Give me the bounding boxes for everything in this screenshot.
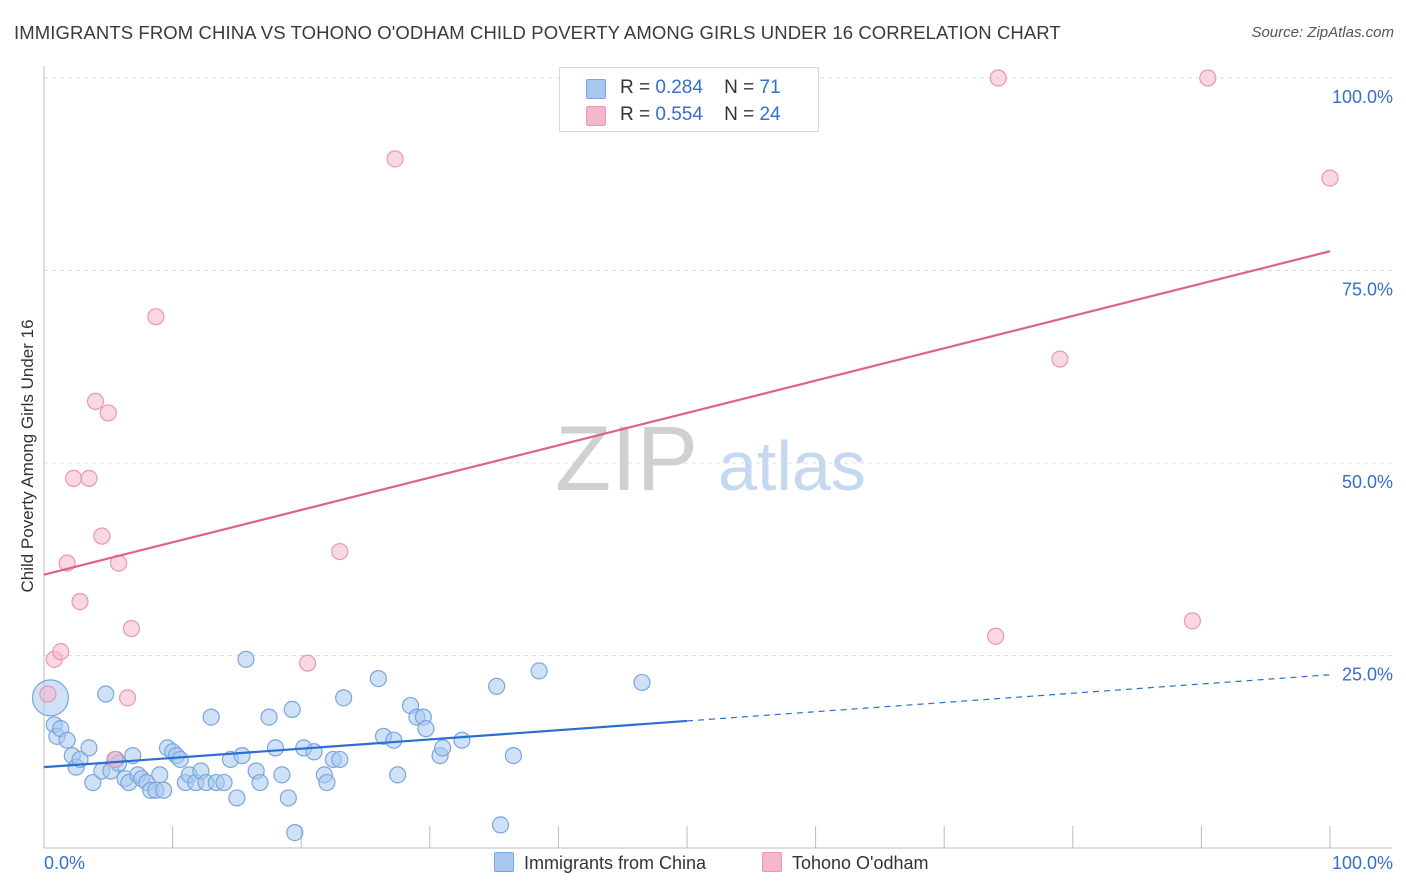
- bottom-legend-swatch-china: [494, 852, 514, 872]
- data-point-tohono: [989, 69, 1007, 87]
- data-point-tohono: [386, 150, 404, 168]
- data-point-china: [151, 766, 169, 784]
- legend-r-value: 0.554: [655, 104, 703, 125]
- data-point-tohono: [331, 542, 349, 561]
- data-point-china: [260, 708, 278, 726]
- watermark-zip: ZIP: [555, 408, 698, 510]
- data-point-tohono: [1321, 169, 1339, 187]
- trend-line-tohono: [43, 250, 1331, 576]
- y-tick-label: 100.0%: [1332, 87, 1393, 107]
- data-point-china: [228, 789, 246, 807]
- data-point-china: [504, 746, 522, 765]
- watermark: ZIP atlas: [555, 408, 866, 510]
- data-point-tohono: [71, 592, 89, 611]
- legend-n-value: 24: [759, 104, 781, 125]
- legend-swatch-tohono: [586, 106, 606, 126]
- data-point-china: [318, 773, 336, 792]
- data-point-tohono: [93, 527, 111, 545]
- data-point-china: [97, 685, 115, 703]
- legend-r-value: 0.284: [655, 77, 703, 98]
- data-point-tohono: [80, 469, 98, 487]
- data-point-china: [233, 746, 251, 765]
- data-point-china: [453, 731, 471, 749]
- watermark-atlas: atlas: [718, 427, 866, 505]
- trend-lines: [43, 250, 1331, 769]
- data-point-china: [369, 669, 387, 688]
- data-point-china: [251, 773, 269, 792]
- data-point-china: [530, 662, 548, 680]
- data-point-china: [488, 677, 506, 695]
- legend-r-label: R =: [620, 77, 651, 98]
- data-point-china: [279, 789, 297, 807]
- data-point-china: [491, 816, 510, 834]
- data-point-tohono: [118, 689, 137, 707]
- data-point-china: [385, 731, 403, 749]
- data-point-tohono: [1183, 612, 1201, 630]
- x-tick-label: 0.0%: [44, 853, 85, 873]
- grid-lines: [44, 77, 1392, 656]
- bottom-legend-tohono: Tohono O'odham: [762, 852, 929, 874]
- legend-n-value: 71: [759, 77, 781, 98]
- data-point-china: [84, 773, 102, 792]
- bottom-legend-label-china: Immigrants from China: [524, 853, 707, 873]
- y-tick-label: 50.0%: [1342, 472, 1393, 492]
- data-point-tohono: [106, 750, 124, 769]
- data-point-china: [305, 743, 323, 761]
- legend-r-label: R =: [620, 104, 651, 125]
- source-label: Source: ZipAtlas.com: [1251, 24, 1394, 41]
- data-point-tohono: [52, 643, 70, 661]
- data-point-tohono: [1051, 350, 1069, 368]
- data-points: [31, 69, 1339, 842]
- data-point-china: [417, 720, 435, 738]
- data-point-tohono: [147, 308, 165, 326]
- data-point-tohono: [122, 619, 141, 638]
- bottom-legend-china: Immigrants from China: [494, 852, 706, 874]
- x-tick-label: 100.0%: [1332, 853, 1393, 873]
- data-point-china: [171, 750, 189, 769]
- data-point-china: [434, 739, 452, 757]
- data-point-china: [286, 823, 304, 842]
- tick-labels: 25.0% 50.0% 75.0% 100.0% 0.0% 100.0%: [44, 87, 1393, 873]
- bottom-legend-swatch-tohono: [762, 852, 782, 872]
- trend-line-china-dashed: [686, 674, 1331, 722]
- bottom-legend-label-tohono: Tohono O'odham: [792, 853, 929, 873]
- legend-swatch-china: [586, 79, 606, 99]
- data-point-china: [80, 739, 98, 757]
- data-point-tohono: [987, 627, 1005, 645]
- legend: R = 0.284 N = 71 R = 0.554 N = 24: [559, 67, 819, 132]
- y-tick-label: 75.0%: [1342, 280, 1393, 300]
- data-point-tohono: [299, 654, 317, 672]
- data-point-china: [335, 689, 353, 707]
- data-point-tohono: [86, 392, 105, 410]
- data-point-china: [273, 766, 291, 784]
- data-point-china: [389, 766, 407, 784]
- data-point-tohono: [1199, 69, 1217, 87]
- data-point-china: [202, 708, 220, 726]
- axes: [43, 66, 1392, 849]
- data-point-china: [266, 739, 285, 757]
- data-point-tohono: [39, 685, 57, 703]
- chart-title: IMMIGRANTS FROM CHINA VS TOHONO O'ODHAM …: [14, 22, 1061, 43]
- legend-n-label: N =: [724, 104, 755, 125]
- data-point-china: [58, 731, 76, 749]
- data-point-tohono: [99, 404, 117, 422]
- data-point-china: [154, 781, 173, 799]
- data-point-china: [283, 700, 301, 719]
- data-point-tohono: [64, 469, 83, 487]
- trend-line-china: [43, 719, 688, 769]
- data-point-china: [237, 650, 255, 668]
- legend-n-label: N =: [724, 77, 755, 98]
- data-point-china: [215, 773, 233, 792]
- data-point-china: [331, 750, 349, 769]
- data-point-china: [633, 673, 651, 692]
- y-tick-label: 25.0%: [1342, 665, 1393, 685]
